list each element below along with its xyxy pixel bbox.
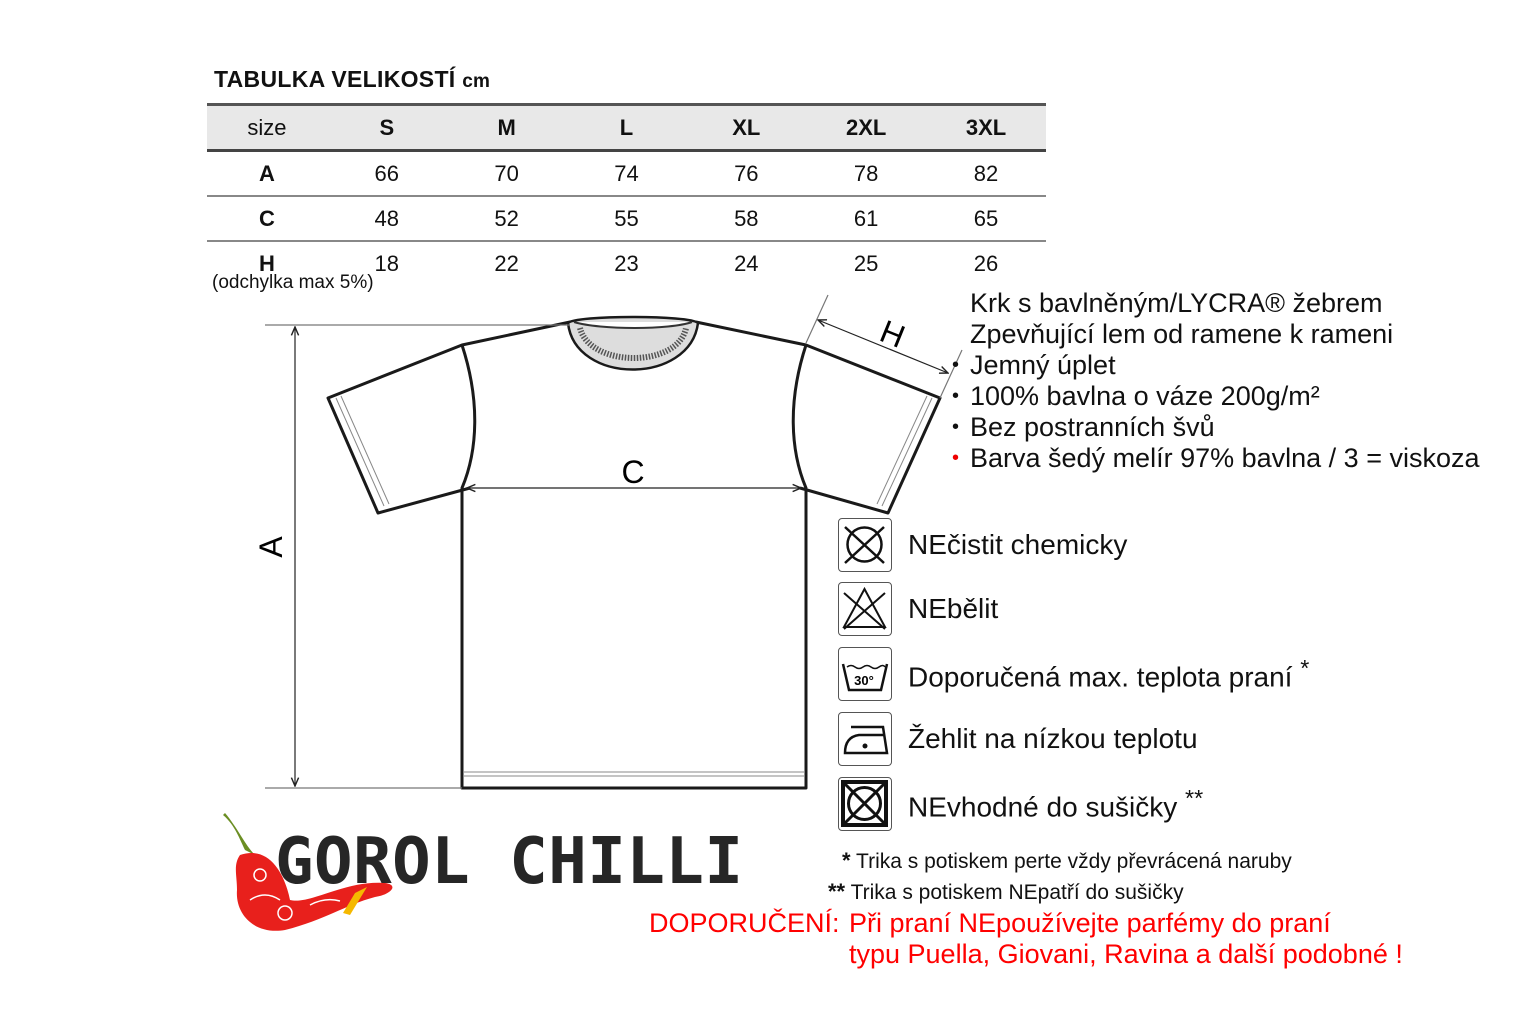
table-cell: 52 — [446, 196, 567, 242]
feature-item: 100% bavlna o váze 200g/m² — [952, 381, 1480, 412]
table-header-row: size S M L XL 2XL 3XL — [207, 103, 1046, 152]
table-cell: 25 — [853, 250, 879, 276]
header-cell: M — [446, 103, 567, 152]
tshirt-outline — [326, 320, 942, 790]
care-item: 30° Doporučená max. teplota praní * — [838, 647, 1309, 701]
footnote-mark: ** — [828, 879, 846, 904]
table-cell: 78 — [806, 150, 927, 197]
dimension-h-label: H — [875, 313, 910, 355]
collar — [566, 315, 700, 371]
no-dry-clean-icon — [838, 518, 892, 572]
tolerance-note: (odchylka max 5%) — [212, 272, 374, 293]
table-row: H 18 22 23 24 25 26 — [207, 241, 1046, 285]
footnote-mark: * — [842, 848, 851, 873]
table-cell: 74 — [566, 150, 687, 197]
logo-text: GOROL CHILLI — [275, 825, 745, 899]
table-cell: 48 — [326, 196, 447, 242]
table-cell: 61 — [806, 196, 927, 242]
header-cell: size — [207, 103, 327, 152]
table-cell: 22 — [494, 250, 519, 276]
dimension-c-label: C — [621, 454, 644, 490]
dimension-h-line — [818, 320, 948, 373]
feature-item: Barva šedý melír 97% bavlna / 3 = viskoz… — [952, 443, 1480, 474]
care-label: Žehlit na nízkou teplotu — [908, 723, 1198, 754]
no-bleach-icon — [838, 582, 892, 636]
table-cell: 24 — [734, 250, 759, 276]
recommendation-heading: DOPORUČENÍ: — [649, 908, 840, 938]
size-table: size S M L XL 2XL 3XL A 66 70 74 76 78 8… — [207, 103, 1046, 285]
feature-list: Krk s bavlněným/LYCRA® žebrem Zpevňující… — [952, 288, 1480, 474]
row-label: H — [258, 250, 275, 276]
recommendation-line: typu Puella, Giovani, Ravina a další pod… — [849, 939, 1403, 969]
title-text: TABULKA VELIKOSTÍ — [214, 66, 456, 92]
care-item: NEčistit chemicky — [838, 518, 1127, 572]
table-cell: 76 — [686, 150, 807, 197]
header-cell: L — [566, 103, 687, 152]
header-cell: XL — [686, 103, 807, 152]
table-cell: 70 — [446, 150, 567, 197]
table-cell: 18 — [374, 250, 400, 276]
wash-30-icon: 30° — [838, 647, 892, 701]
care-label-text: Doporučená max. teplota praní — [908, 661, 1293, 693]
table-row: A 66 70 74 76 78 82 — [207, 150, 1046, 197]
care-label: Doporučená max. teplota praní * — [908, 655, 1309, 693]
gorol-chilli-logo: GOROL CHILLI — [223, 813, 745, 931]
table-cell: 65 — [926, 196, 1046, 242]
header-cell: 3XL — [926, 103, 1046, 152]
table-cell: 23 — [614, 250, 639, 276]
dimension-a-label: A — [253, 536, 289, 558]
row-label: A — [207, 150, 327, 197]
header-cell: 2XL — [806, 103, 927, 152]
table-cell: 55 — [566, 196, 687, 242]
title-unit: cm — [462, 71, 491, 92]
footnote: ** Trika s potiskem NEpatří do sušičky — [828, 879, 1184, 905]
feature-item: Jemný úplet — [952, 350, 1480, 381]
page-title: TABULKA VELIKOSTÍ cm — [214, 66, 490, 93]
header-cell: S — [326, 103, 447, 152]
iron-low-icon — [838, 712, 892, 766]
care-item: NEvhodné do sušičky ** — [838, 777, 1203, 831]
table-row: C 48 52 55 58 61 65 — [207, 196, 1046, 242]
recommendation-line: Při praní NEpoužívejte parfémy do praní — [849, 908, 1331, 938]
wash-temp: 30° — [854, 673, 874, 688]
chili-pepper — [235, 853, 393, 931]
table-cell: 58 — [686, 196, 807, 242]
row-label: C — [207, 196, 327, 242]
feature-item: Bez postranních švů — [952, 412, 1480, 443]
feature-item: Krk s bavlněným/LYCRA® žebrem — [970, 288, 1383, 318]
no-tumble-dry-icon — [838, 777, 892, 831]
recommendation-text: Při praní NEpoužívejte parfémy do praní t… — [849, 908, 1403, 970]
table-cell: 26 — [973, 250, 999, 276]
care-label: NEčistit chemicky — [908, 529, 1128, 560]
table-cell: 66 — [326, 150, 447, 197]
tshirt-diagram: A C H — [253, 294, 963, 790]
footnote-mark: ** — [1185, 784, 1204, 811]
care-label-text: NEvhodné do sušičky — [908, 791, 1178, 823]
table-cell: 82 — [926, 150, 1046, 197]
care-item: NEbělit — [838, 582, 998, 636]
care-label: NEbělit — [908, 593, 999, 624]
footnote-mark: * — [1300, 654, 1310, 681]
feature-item: Zpevňující lem od ramene k rameni — [970, 319, 1394, 349]
sleeve-stitching — [335, 395, 933, 777]
footnote: * Trika s potiskem perte vždy převrácená… — [842, 848, 1292, 874]
footnote-text: Trika s potiskem NEpatří do sušičky — [850, 881, 1184, 904]
chili-stem — [223, 813, 255, 855]
care-label: NEvhodné do sušičky ** — [908, 785, 1203, 823]
footnote-text: Trika s potiskem perte vždy převrácená n… — [856, 850, 1292, 873]
care-item: Žehlit na nízkou teplotu — [838, 712, 1198, 766]
